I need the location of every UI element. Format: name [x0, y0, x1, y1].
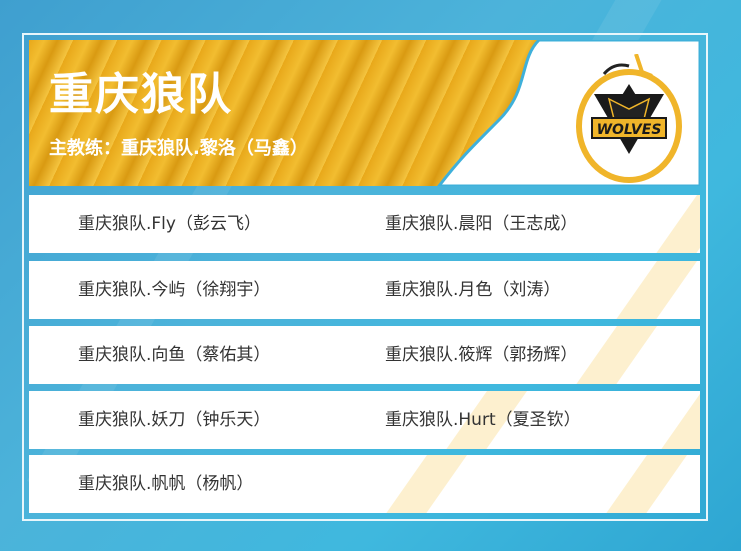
player-name: 重庆狼队.Fly（彭云飞） — [78, 214, 261, 234]
player-name: 重庆狼队.向鱼（蔡佑其） — [78, 345, 271, 365]
player-name: 重庆狼队.今屿（徐翔宇） — [78, 280, 271, 300]
player-name: 重庆狼队.Hurt（夏圣钦） — [385, 410, 581, 430]
svg-text:WOLVES: WOLVES — [597, 122, 662, 138]
player-name: 重庆狼队.帆帆（杨帆） — [78, 474, 254, 494]
player-row: 重庆狼队.Fly（彭云飞） 重庆狼队.晨阳（王志成） — [29, 195, 700, 253]
team-header: 重庆狼队 主教练：重庆狼队.黎洛（马鑫） WOLVES — [29, 40, 700, 186]
row-decoration — [626, 195, 700, 253]
player-row: 重庆狼队.向鱼（蔡佑其） 重庆狼队.筱辉（郭扬辉） — [29, 326, 700, 384]
player-row: 重庆狼队.帆帆（杨帆） — [29, 455, 700, 513]
player-name: 重庆狼队.妖刀（钟乐天） — [78, 410, 271, 430]
row-decoration — [586, 261, 700, 319]
player-name: 重庆狼队.筱辉（郭扬辉） — [385, 345, 578, 365]
team-name: 重庆狼队 — [49, 69, 233, 120]
player-name: 重庆狼队.晨阳（王志成） — [385, 214, 578, 234]
row-decoration — [576, 455, 700, 513]
head-coach: 主教练：重庆狼队.黎洛（马鑫） — [49, 138, 308, 159]
header-curve — [437, 40, 700, 186]
player-row: 重庆狼队.妖刀（钟乐天） 重庆狼队.Hurt（夏圣钦） — [29, 391, 700, 449]
row-decoration — [631, 391, 700, 449]
row-decoration — [356, 455, 482, 513]
player-row: 重庆狼队.今屿（徐翔宇） 重庆狼队.月色（刘涛） — [29, 261, 700, 319]
player-name: 重庆狼队.月色（刘涛） — [385, 280, 561, 300]
team-card-frame — [22, 33, 708, 521]
wolves-logo-icon: WOLVES — [576, 54, 682, 183]
